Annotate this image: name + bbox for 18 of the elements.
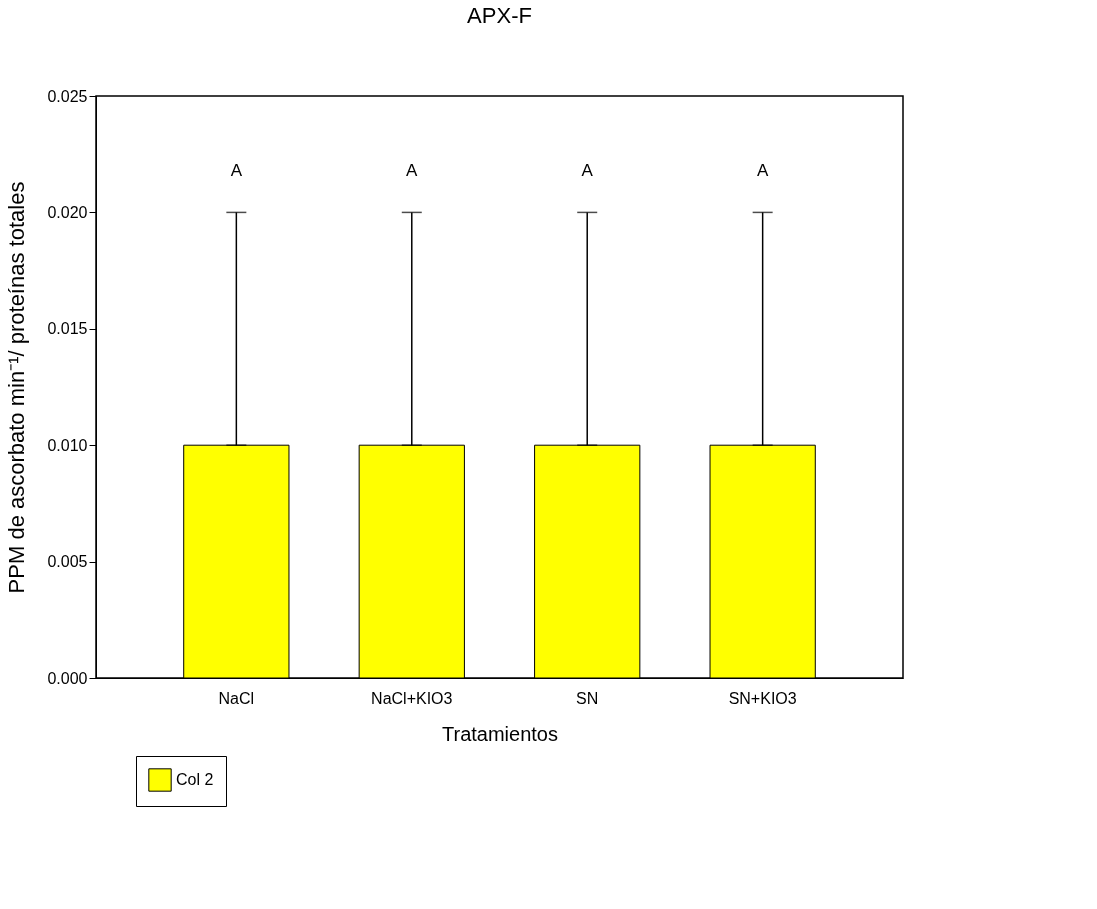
y-tick-label: 0.010 [47, 436, 88, 454]
chart-title: APX-F [467, 3, 532, 28]
annotation: A [756, 161, 769, 181]
x-tick-label: NaCl+KIO3 [371, 689, 453, 707]
legend-label: Col 2 [176, 771, 214, 788]
annotation: A [406, 161, 419, 181]
x-axis-title: Tratamientos [442, 722, 558, 745]
annotation: A [230, 161, 243, 181]
x-tick-label: NaCl [218, 689, 255, 707]
y-tick-label: 0.015 [47, 320, 88, 338]
x-tick-label: SN [576, 689, 599, 707]
y-tick-label: 0.000 [47, 669, 88, 687]
y-tick-label: 0.025 [47, 87, 88, 105]
y-axis-title: PPM de ascorbato min⁻¹/ proteínas totales [4, 181, 30, 594]
y-tick-label: 0.005 [47, 553, 88, 571]
y-tick-label: 0.020 [47, 203, 88, 221]
annotation: A [581, 161, 594, 181]
x-tick-label: SN+KIO3 [728, 689, 797, 707]
